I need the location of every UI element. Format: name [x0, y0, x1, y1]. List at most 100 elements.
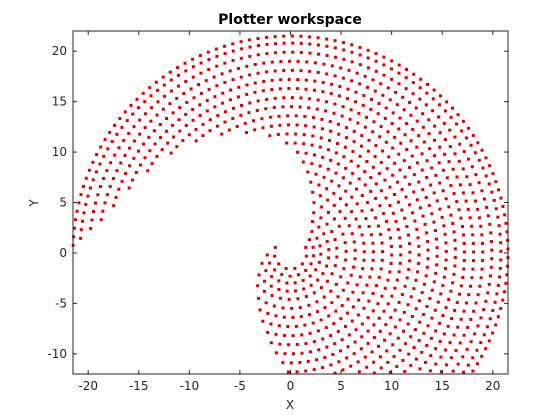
data-point — [346, 97, 350, 101]
data-point — [394, 219, 398, 223]
data-point — [337, 94, 341, 98]
data-point — [286, 325, 290, 329]
data-point — [396, 228, 400, 232]
data-point — [106, 147, 110, 151]
data-point — [319, 252, 323, 256]
data-point — [142, 142, 145, 146]
data-point — [131, 112, 135, 116]
data-point — [214, 47, 218, 51]
data-point — [503, 213, 507, 217]
data-point — [472, 309, 476, 313]
data-point — [245, 131, 249, 135]
data-point — [391, 173, 395, 177]
data-point — [146, 169, 150, 173]
data-point — [429, 336, 433, 340]
data-point — [430, 166, 434, 170]
data-point — [477, 181, 481, 185]
data-point — [435, 263, 439, 267]
data-point — [475, 348, 479, 352]
data-point — [338, 210, 342, 214]
data-point — [362, 258, 366, 262]
data-point — [350, 60, 354, 64]
data-point — [345, 311, 349, 315]
data-point — [326, 167, 330, 171]
data-point — [287, 123, 291, 127]
data-point — [240, 103, 244, 107]
data-point — [505, 273, 509, 277]
data-point — [220, 132, 224, 136]
data-point — [334, 171, 338, 175]
data-point — [459, 216, 463, 220]
x-tick-label: -15 — [129, 379, 149, 393]
data-point — [369, 189, 373, 193]
data-point — [437, 103, 441, 107]
data-point — [231, 59, 235, 63]
data-point — [287, 77, 291, 81]
data-point — [471, 267, 475, 271]
data-point — [316, 278, 320, 282]
data-point — [327, 314, 331, 318]
data-point — [287, 297, 291, 301]
data-point — [362, 250, 366, 254]
data-point — [376, 112, 380, 116]
data-point — [431, 97, 435, 101]
data-point — [378, 204, 382, 208]
data-point — [223, 120, 227, 124]
data-point — [489, 239, 493, 243]
data-point — [143, 112, 147, 116]
y-tick-label: -10 — [47, 347, 67, 361]
data-point — [499, 249, 503, 253]
data-point — [430, 212, 434, 216]
data-point — [397, 127, 401, 131]
data-point — [343, 216, 347, 220]
data-point — [466, 363, 470, 367]
data-point — [266, 311, 270, 315]
data-point — [450, 317, 454, 321]
data-point — [491, 172, 495, 176]
data-point — [341, 176, 345, 180]
data-point — [295, 342, 299, 346]
data-point — [455, 300, 459, 304]
x-tick-label: 0 — [287, 379, 295, 393]
data-point — [395, 365, 399, 369]
data-point — [425, 265, 429, 269]
data-point — [239, 40, 243, 44]
data-point — [270, 294, 274, 298]
data-point — [347, 333, 351, 337]
data-point — [316, 36, 320, 40]
data-point — [397, 63, 401, 67]
data-point — [290, 105, 294, 109]
data-point — [148, 86, 152, 90]
data-point — [426, 83, 430, 87]
data-point — [470, 224, 474, 228]
data-point — [479, 224, 483, 228]
data-point — [315, 236, 319, 240]
data-point — [274, 332, 278, 336]
data-point — [247, 111, 251, 115]
data-point — [264, 301, 268, 305]
data-point — [358, 275, 362, 279]
data-point — [308, 69, 312, 73]
data-point — [444, 258, 448, 262]
data-point — [419, 77, 423, 81]
data-point — [341, 76, 345, 80]
data-point — [166, 141, 170, 145]
data-point — [112, 204, 116, 208]
data-point — [344, 325, 348, 329]
data-point — [319, 216, 323, 220]
x-tick-label: 15 — [435, 379, 450, 393]
data-point — [344, 189, 348, 193]
data-point — [265, 42, 269, 46]
data-point — [342, 267, 346, 271]
data-point — [148, 149, 152, 153]
data-point — [388, 185, 392, 189]
data-point — [453, 135, 457, 139]
data-point — [316, 43, 320, 47]
data-point — [443, 152, 447, 156]
data-point — [325, 72, 329, 76]
data-point — [396, 180, 400, 184]
data-point — [453, 264, 457, 268]
data-point — [312, 211, 316, 215]
data-point — [444, 267, 447, 271]
data-point — [353, 340, 357, 344]
